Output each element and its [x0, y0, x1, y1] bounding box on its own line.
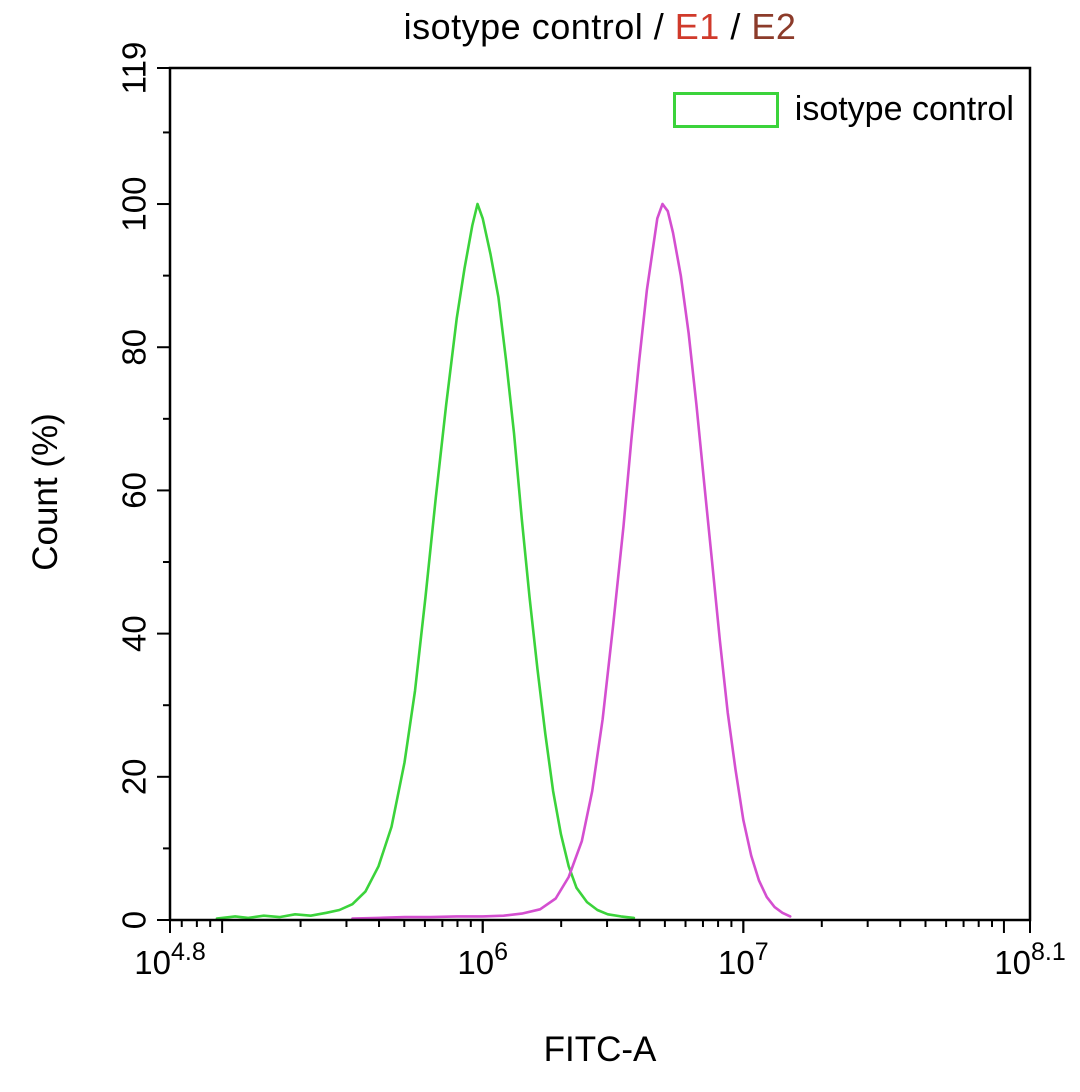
y-tick-label: 40 [116, 615, 153, 652]
title-part: E2 [751, 6, 797, 47]
x-tick-label: 108.1 [994, 938, 1065, 981]
legend-label: isotype control [794, 90, 1014, 128]
y-tick-label: 100 [116, 177, 153, 232]
y-tick-label: 60 [116, 472, 153, 509]
y-tick-label: 119 [116, 42, 153, 95]
title-part: isotype control [403, 6, 644, 47]
title-part: / [643, 6, 675, 47]
legend: isotype control [672, 90, 1014, 129]
legend-swatch [672, 91, 779, 128]
x-tick-label: 107 [718, 938, 769, 981]
curve-e1-e2 [351, 202, 792, 920]
chart-title: isotype control / E1 / E2 [170, 6, 1030, 48]
title-part: E1 [674, 6, 720, 47]
y-tick-label: 80 [116, 329, 153, 366]
y-tick-label: 0 [116, 911, 153, 929]
plot-frame [168, 66, 1032, 922]
x-tick-label: 104.8 [134, 938, 205, 981]
x-axis-title: FITC-A [543, 1030, 657, 1069]
y-axis-title: Count (%) [26, 413, 65, 571]
y-tick-label: 20 [116, 758, 153, 795]
curve-isotype-control [215, 202, 636, 920]
x-tick-label: 106 [457, 938, 508, 981]
title-part: / [719, 6, 752, 47]
